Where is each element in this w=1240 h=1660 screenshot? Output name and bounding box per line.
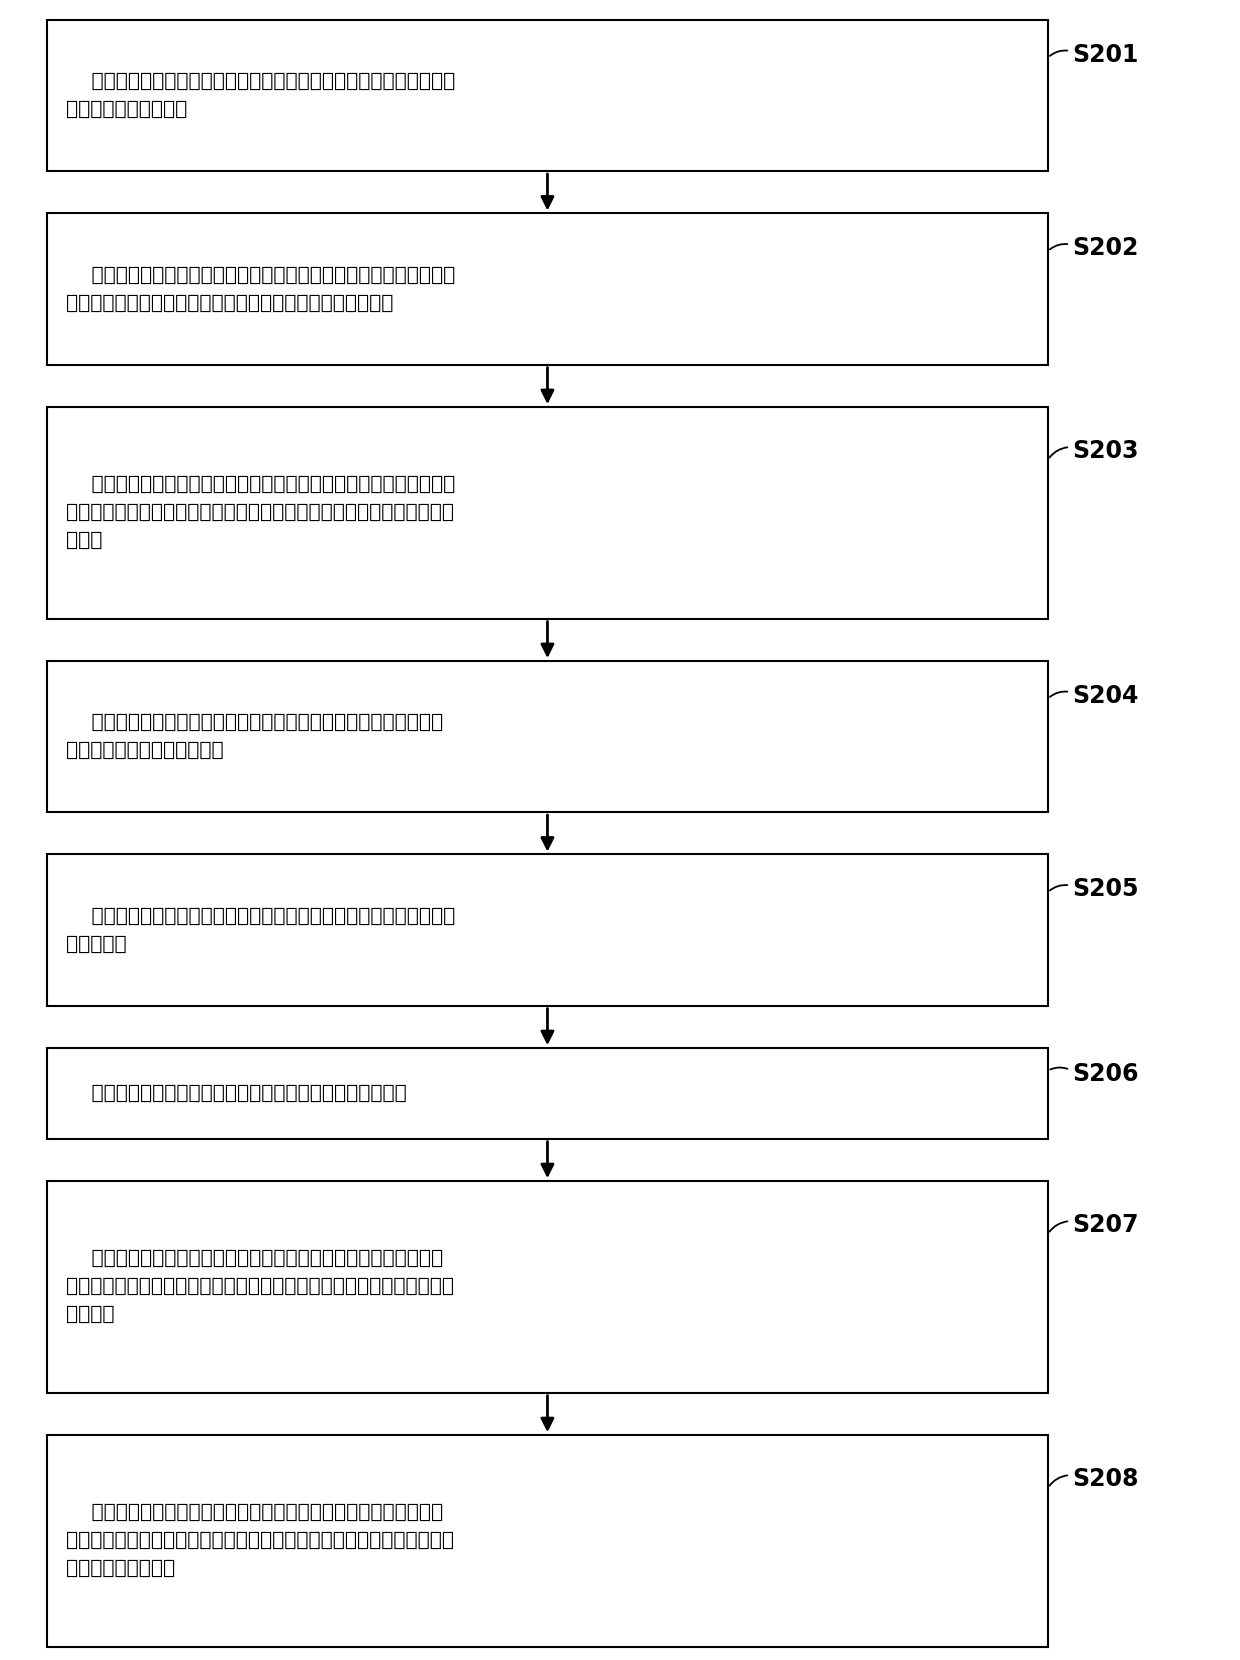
Bar xyxy=(47,20,1048,171)
Bar xyxy=(47,214,1048,365)
Text: 监测被诊断设备所处的环境的二氧化碳含量和机壳的侵水量: 监测被诊断设备所处的环境的二氧化碳含量和机壳的侵水量 xyxy=(66,1084,407,1102)
Text: 检测被诊断设备的用电电压、用电电流和所处的环境的温度和湿度、
以及机壳或主板的温度: 检测被诊断设备的用电电压、用电电流和所处的环境的温度和湿度、 以及机壳或主板的温… xyxy=(66,71,455,120)
Text: S205: S205 xyxy=(1073,876,1140,901)
Bar xyxy=(47,407,1048,619)
Text: 对被诊断设备的用电电压、用电电流和所处的环境的温度和湿度、以
及机壳或主板的温度信息进行分析处理，判断被诊断设备是否处于正常工
作状态: 对被诊断设备的用电电压、用电电流和所处的环境的温度和湿度、以 及机壳或主板的温度… xyxy=(66,475,455,551)
Text: S208: S208 xyxy=(1073,1467,1140,1491)
Text: S202: S202 xyxy=(1073,236,1140,261)
Text: 实时采集被诊断设备的状态指示灯的图像或状态显示屏的图像、或和
采集被诊断设备的外表的图像及被诊断设备周围的物体的图像: 实时采集被诊断设备的状态指示灯的图像或状态显示屏的图像、或和 采集被诊断设备的外… xyxy=(66,266,455,312)
Text: S206: S206 xyxy=(1073,1062,1140,1086)
Text: S207: S207 xyxy=(1073,1213,1140,1237)
Text: S201: S201 xyxy=(1073,43,1140,66)
Bar xyxy=(47,1434,1048,1647)
Text: S204: S204 xyxy=(1073,684,1140,707)
Text: 根据被诊断设备所处的环境的二氧化碳含量和被诊断设备的机壳的
侵水量与一一对应预设的参数值进行比对，判断被诊断设备是否处于正常
工作状态: 根据被诊断设备所处的环境的二氧化碳含量和被诊断设备的机壳的 侵水量与一一对应预设… xyxy=(66,1250,454,1325)
Text: 对提取到的状态显示信息进行分析处理，判断被诊断设备是否处于正
常工作状态: 对提取到的状态显示信息进行分析处理，判断被诊断设备是否处于正 常工作状态 xyxy=(66,906,455,953)
Text: 在被诊断设备处于正常工作状态时反馈工作正常信息至远程服务器
或和移动终端；且被诊断设备处于非正常工作状态时反馈报警信息给远程
服务器或和移动终端: 在被诊断设备处于正常工作状态时反馈工作正常信息至远程服务器 或和移动终端；且被诊… xyxy=(66,1504,454,1579)
Text: S203: S203 xyxy=(1073,438,1140,463)
Bar xyxy=(47,1180,1048,1393)
Bar xyxy=(47,661,1048,812)
Text: 对被诊断设备的状态指示灯的图像或状态显示屏的图像进行分析处
理，提取对应的状态显示信息: 对被诊断设备的状态指示灯的图像或状态显示屏的图像进行分析处 理，提取对应的状态显… xyxy=(66,714,443,760)
Bar xyxy=(47,1047,1048,1139)
Bar xyxy=(47,855,1048,1006)
